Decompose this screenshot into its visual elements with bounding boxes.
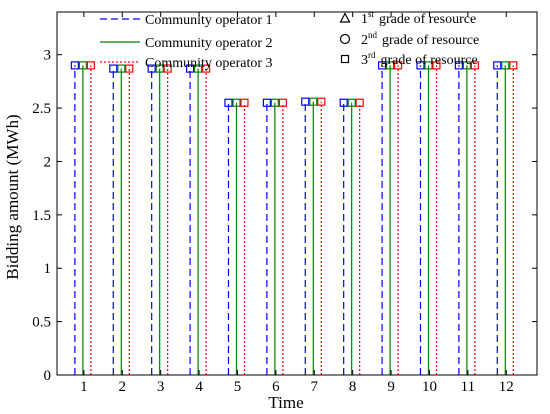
triangle-marker-icon — [339, 12, 351, 23]
grade-text: grade of resource — [381, 53, 478, 68]
stem-marker — [147, 64, 156, 73]
grade-ordinal-suffix: nd — [368, 30, 378, 40]
stem-marker — [109, 64, 118, 73]
circle-marker-icon — [339, 33, 351, 45]
stem-marker — [262, 98, 271, 107]
stem-marker — [493, 61, 502, 70]
square-marker-icon — [340, 54, 350, 64]
x-tick-label: 8 — [349, 379, 357, 395]
stem-marker — [509, 61, 518, 70]
stem-marker — [355, 98, 364, 107]
grade-text: grade of resource — [379, 12, 476, 27]
stem-marker — [78, 61, 87, 70]
grade-ordinal-suffix: rd — [368, 50, 376, 60]
x-tick-label: 4 — [195, 379, 203, 395]
stem-marker — [416, 61, 425, 70]
stem-marker — [224, 98, 233, 107]
stem-marker — [462, 61, 471, 70]
y-tick-label: 0.5 — [32, 315, 51, 331]
y-tick-label: 1 — [44, 261, 52, 277]
x-tick-label: 9 — [387, 379, 395, 395]
stem-marker — [86, 61, 95, 70]
stem-marker — [270, 98, 279, 107]
stem-marker — [125, 64, 134, 73]
y-tick-label: 3 — [44, 48, 52, 64]
stem-marker — [201, 64, 211, 73]
stem-marker — [185, 64, 195, 73]
stem-marker — [163, 64, 172, 73]
x-tick-label: 5 — [234, 379, 242, 395]
y-tick-label: 1.5 — [32, 208, 51, 224]
legend-grade-label: 1st grade of resource — [361, 9, 476, 27]
stem-marker — [377, 61, 387, 70]
stem-marker — [301, 97, 310, 106]
x-tick-label: 3 — [157, 379, 165, 395]
legend-series-label: Community operator 3 — [145, 56, 273, 71]
legend-grade-label: 3rd grade of resource — [361, 50, 478, 68]
x-tick-label: 7 — [311, 379, 319, 395]
stem-marker — [193, 64, 203, 73]
x-tick-label: 6 — [272, 379, 280, 395]
x-tick-label: 1 — [80, 379, 88, 395]
stem-marker — [232, 98, 241, 107]
stem-marker — [240, 98, 249, 107]
stem-marker — [393, 61, 403, 70]
legend-series-label: Community operator 2 — [145, 36, 273, 51]
stem-marker — [70, 61, 79, 70]
stem-marker — [339, 98, 348, 107]
y-tick-label: 2 — [44, 154, 52, 170]
stem-marker — [278, 98, 287, 107]
legend: Community operator 1 Community operator 2… — [100, 9, 479, 71]
stem-marker — [117, 64, 126, 73]
x-tick-label: 10 — [422, 379, 437, 395]
stem-marker — [347, 98, 356, 107]
y-tick-label: 0 — [44, 368, 52, 384]
y-tick-label: 2.5 — [32, 101, 51, 117]
grade-ordinal: 3 — [361, 53, 368, 68]
grade-ordinal: 1 — [361, 12, 368, 27]
grade-ordinal-suffix: st — [368, 9, 375, 19]
stem-marker — [155, 64, 164, 73]
stem-marker — [501, 61, 510, 70]
legend-series-label: Community operator 1 — [145, 13, 273, 28]
stem-marker — [317, 97, 326, 106]
stem-marker — [424, 61, 433, 70]
grade-ordinal: 2 — [361, 33, 368, 48]
stem-marker — [454, 61, 463, 70]
stem-marker — [385, 61, 395, 70]
x-tick-label: 2 — [119, 379, 127, 395]
y-axis-label: Bidding amount (MWh) — [3, 114, 22, 279]
grade-text: grade of resource — [382, 33, 479, 48]
stem-marker — [432, 61, 441, 70]
stem-marker — [309, 97, 318, 106]
axes-layer: 00.511.522.531 2 3 4 5 6 7 8 9 10 11 12 — [32, 11, 538, 395]
x-tick-label: 12 — [499, 379, 514, 395]
plot-frame — [56, 11, 538, 376]
legend-grade-label: 2nd grade of resource — [361, 30, 479, 48]
stems-layer — [70, 61, 518, 375]
stem-marker — [470, 61, 479, 70]
x-axis-label: Time — [268, 393, 303, 412]
x-tick-label: 11 — [461, 379, 475, 395]
